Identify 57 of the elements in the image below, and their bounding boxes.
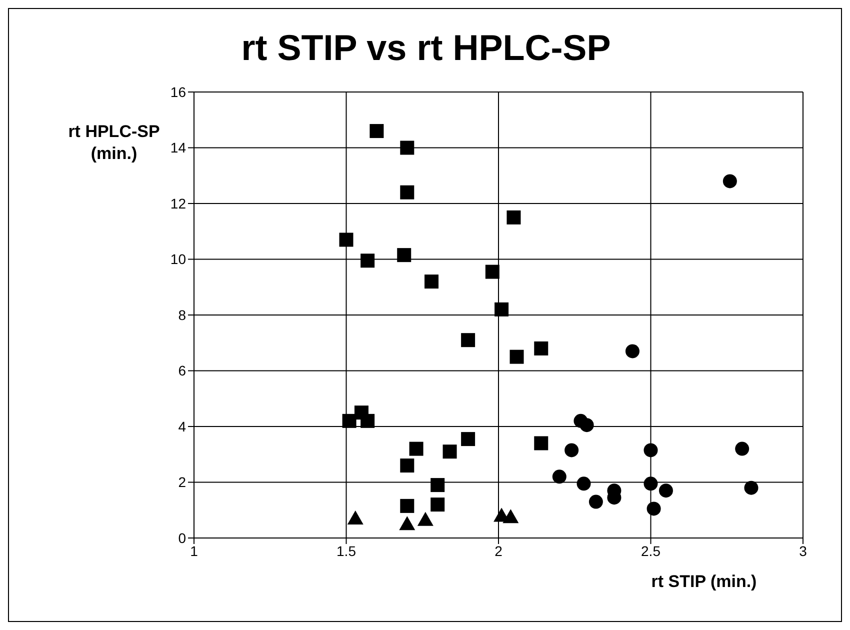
point xyxy=(646,502,661,516)
y-tick-label: 0 xyxy=(178,530,186,546)
y-tick-label: 10 xyxy=(170,251,186,268)
point xyxy=(360,254,375,268)
point xyxy=(442,444,457,459)
y-tick-label: 12 xyxy=(170,195,186,212)
point xyxy=(485,264,500,279)
point xyxy=(339,232,354,247)
point xyxy=(644,443,658,458)
point xyxy=(735,442,750,456)
point xyxy=(397,248,412,262)
point xyxy=(461,333,476,348)
point xyxy=(722,174,737,188)
x-axis-title: rt STIP (min.) xyxy=(650,571,758,593)
point xyxy=(424,274,439,289)
point xyxy=(430,498,445,512)
y-tick-label: 4 xyxy=(178,418,186,434)
y-tick-label: 2 xyxy=(178,474,186,490)
point xyxy=(399,516,416,530)
x-tick-label: 3 xyxy=(799,542,808,559)
y-tick-label: 14 xyxy=(170,140,186,156)
point xyxy=(342,414,356,428)
point xyxy=(744,480,758,495)
point xyxy=(564,443,579,458)
point xyxy=(644,476,658,491)
point xyxy=(360,414,375,428)
chart-title: rt STIP vs rt HPLC-SP xyxy=(240,27,612,69)
point xyxy=(400,458,414,473)
point xyxy=(506,210,521,224)
y-tick-label: 8 xyxy=(178,306,186,323)
point xyxy=(347,510,364,524)
point xyxy=(552,470,566,484)
point xyxy=(409,442,424,456)
point xyxy=(417,512,434,526)
point xyxy=(400,498,414,513)
point xyxy=(580,418,594,432)
x-tick-label: 2.5 xyxy=(641,542,661,559)
y-tick-label: 16 xyxy=(170,84,186,100)
x-tick-label: 1 xyxy=(190,542,198,559)
point xyxy=(588,494,603,509)
point xyxy=(625,344,640,358)
x-tick-label: 2 xyxy=(494,542,503,559)
x-tick-label: 1.5 xyxy=(336,542,356,559)
y-axis-title: rt HPLC-SP (min.) xyxy=(68,122,160,163)
point xyxy=(510,350,524,364)
point xyxy=(534,341,548,356)
point xyxy=(576,476,591,491)
point xyxy=(658,484,673,498)
point xyxy=(370,124,384,138)
point xyxy=(534,436,548,450)
point xyxy=(461,432,476,446)
y-tick-label: 6 xyxy=(178,362,186,379)
point xyxy=(400,185,414,200)
point xyxy=(430,478,445,492)
point xyxy=(400,140,414,155)
point xyxy=(494,302,509,316)
point xyxy=(502,509,519,524)
